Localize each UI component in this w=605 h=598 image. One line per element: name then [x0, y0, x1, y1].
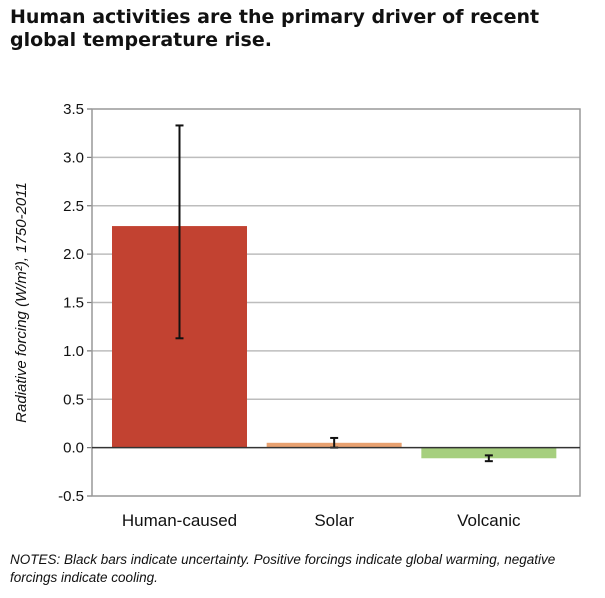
y-tick-label: -0.5	[58, 488, 84, 505]
y-tick-label: 1.5	[63, 295, 84, 312]
x-tick-label: Human-caused	[122, 511, 237, 530]
chart-notes: NOTES: Black bars indicate uncertainty. …	[10, 552, 556, 585]
bar-volcanic	[421, 447, 557, 459]
x-tick-label: Solar	[314, 511, 354, 530]
y-tick-label: 3.5	[63, 101, 84, 118]
y-tick-label: 3.0	[63, 149, 84, 166]
x-tick-label: Volcanic	[457, 511, 521, 530]
y-axis-label: Radiative forcing (W/m²), 1750-2011	[13, 182, 30, 423]
y-tick-label: 1.0	[63, 343, 84, 360]
y-tick-label: 0.0	[63, 440, 84, 457]
chart-title: Human activities are the primary driver …	[10, 6, 540, 51]
y-tick-label: 0.5	[63, 391, 84, 408]
y-tick-label: 2.5	[63, 198, 84, 215]
plot-frame	[91, 108, 581, 497]
y-tick-label: 2.0	[63, 246, 84, 263]
